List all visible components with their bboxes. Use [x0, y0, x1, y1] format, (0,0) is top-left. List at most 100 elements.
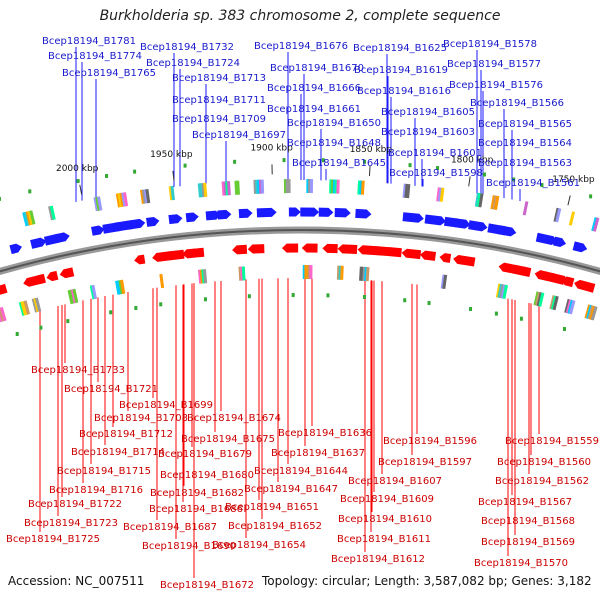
cog-block-outer: [474, 192, 480, 207]
cog-block-outer: [360, 180, 365, 195]
reverse-gene-label: Bcep18194_B1609: [340, 494, 434, 505]
reverse-gene-label: Bcep18194_B1562: [495, 476, 589, 487]
reverse-gene-arrow: [439, 253, 452, 263]
reverse-gene-arrow: [281, 243, 299, 253]
rna-marker-outer: [321, 158, 325, 163]
cog-block-inner: [0, 306, 7, 322]
forward-gene-label: Bcep18194_B1625: [353, 43, 447, 54]
forward-gene-label: Bcep18194_B1563: [478, 158, 572, 169]
reverse-gene-label: Bcep18194_B1652: [228, 521, 322, 532]
forward-gene-label: Bcep18194_B1670: [270, 63, 364, 74]
reverse-gene-label: Bcep18194_B1611: [337, 534, 431, 545]
reverse-gene-label: Bcep18194_B1567: [478, 497, 572, 508]
reverse-gene-label: Bcep18194_B1722: [28, 499, 122, 510]
rna-marker-inner: [247, 294, 251, 299]
reverse-gene-label: Bcep18194_B1597: [378, 457, 472, 468]
cog-block-outer: [117, 192, 123, 208]
cog-block-outer: [119, 192, 125, 207]
reverse-gene-arrow: [401, 248, 422, 260]
forward-gene-label: Bcep18194_B1666: [267, 83, 361, 94]
reverse-gene-arrow: [561, 276, 575, 288]
forward-gene-label: Bcep18194_B1564: [478, 138, 572, 149]
map-title: Burkholderia sp. 383 chromosome 2, compl…: [99, 8, 501, 24]
cog-block-outer: [22, 212, 29, 227]
cog-block-inner: [197, 269, 203, 284]
cog-block-inner: [550, 295, 558, 310]
rna-marker-outer: [482, 172, 486, 177]
rna-marker-outer: [436, 166, 440, 171]
cog-block-outer: [357, 180, 362, 195]
cog-block-inner: [495, 283, 502, 298]
forward-gene-label: Bcep18194_B1619: [354, 65, 448, 76]
cog-block-outer: [203, 182, 208, 197]
cog-block-outer: [522, 201, 529, 216]
reverse-gene-label: Bcep18194_B1607: [348, 476, 442, 487]
cog-block-outer: [478, 193, 484, 208]
cog-block-inner: [533, 291, 540, 306]
forward-gene-label: Bcep18194_B1709: [172, 114, 266, 125]
reverse-gene-label: Bcep18194_B1686: [149, 504, 243, 515]
reverse-gene-arrow: [518, 266, 532, 277]
cog-block-outer: [199, 183, 204, 198]
forward-gene-label: Bcep18194_B1711: [172, 95, 266, 106]
forward-gene-arrow: [30, 237, 47, 249]
reverse-gene-arrow: [420, 250, 437, 261]
rna-marker-outer: [133, 169, 137, 174]
cog-block-inner: [360, 266, 365, 281]
reverse-gene-arrow: [0, 283, 8, 295]
rna-marker-outer: [408, 163, 412, 168]
cog-block-outer: [49, 205, 56, 220]
reverse-gene-arrow: [165, 249, 185, 261]
forward-gene-label: Bcep18194_B1676: [254, 41, 348, 52]
forward-gene-arrow: [238, 208, 253, 219]
scale-tick: [468, 176, 471, 187]
cog-block-inner: [201, 269, 206, 284]
cog-block-outer: [168, 186, 174, 201]
cog-block-outer: [25, 211, 32, 226]
rna-marker-inner: [326, 293, 330, 298]
reverse-gene-label: Bcep18194_B1569: [481, 537, 575, 548]
reverse-gene-label: Bcep18194_B1647: [244, 484, 338, 495]
forward-gene-arrow: [127, 218, 146, 230]
reverse-gene-label: Bcep18194_B1672: [160, 580, 254, 591]
feature-rings: [0, 158, 600, 336]
cog-block-outer: [568, 211, 576, 226]
forward-gene-arrow: [146, 216, 160, 227]
reverse-gene-arrow: [374, 246, 391, 257]
reverse-gene-label: Bcep18194_B1637: [271, 448, 365, 459]
forward-gene-arrow: [288, 207, 301, 217]
reverse-gene-arrow: [34, 273, 46, 285]
cog-block-inner: [586, 304, 593, 320]
forward-gene-arrow: [553, 236, 567, 248]
reverse-gene-label: Bcep18194_B1568: [481, 516, 575, 527]
forward-gene-arrow: [334, 208, 351, 218]
cog-block-inner: [33, 297, 40, 313]
reverse-gene-label: Bcep18194_B1636: [278, 428, 372, 439]
reverse-gene-label: Bcep18194_B1714: [71, 447, 165, 458]
reverse-gene-arrow: [192, 247, 205, 258]
cog-block-outer: [591, 217, 598, 232]
cog-block-inner: [31, 298, 39, 313]
cog-block-inner: [21, 300, 29, 316]
rna-marker-inner: [519, 316, 523, 321]
backbone-arc-core: [0, 229, 600, 273]
cog-block-inner: [565, 299, 573, 314]
cog-block-outer: [476, 192, 482, 208]
forward-gene-label: Bcep18194_B1601: [388, 148, 482, 159]
cog-block-inner: [67, 289, 74, 305]
forward-gene-arrow: [168, 214, 183, 225]
scale-tick: [172, 170, 175, 181]
rna-marker-inner: [362, 294, 366, 299]
forward-gene-arrow: [300, 207, 320, 217]
cog-block-inner: [569, 300, 576, 315]
cog-block-inner: [120, 279, 126, 294]
accession-text: Accession: NC_007511: [8, 574, 145, 588]
cog-block-inner: [538, 292, 545, 307]
cog-block-outer: [140, 189, 145, 204]
scale-tick-label: 1900 kbp: [250, 143, 293, 153]
cog-block-outer: [437, 187, 443, 202]
cog-block-outer: [234, 180, 239, 195]
cog-block-outer: [255, 179, 259, 194]
forward-gene-arrow: [217, 209, 232, 220]
